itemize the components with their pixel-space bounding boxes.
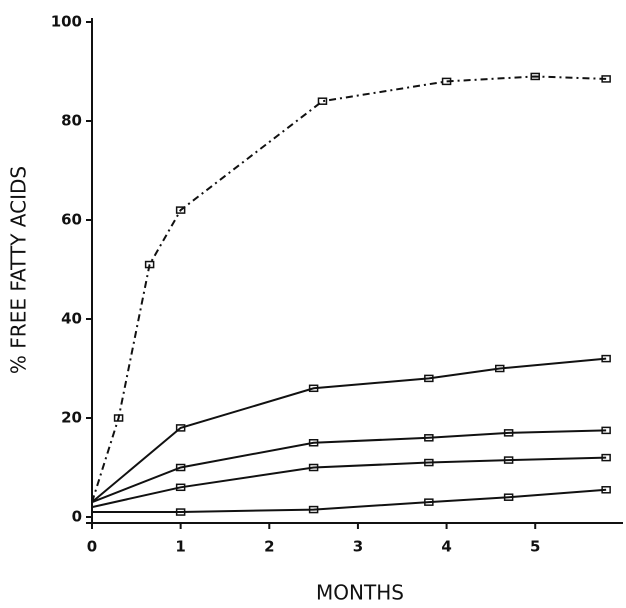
point-marker — [175, 463, 186, 472]
x-tick-label: 2 — [264, 538, 274, 556]
y-tick-label: 0 — [72, 508, 82, 526]
y-tick-label: 100 — [51, 13, 82, 31]
point-marker — [601, 486, 611, 494]
point-marker — [175, 424, 186, 432]
point-marker — [308, 384, 319, 393]
point-marker — [308, 439, 319, 447]
y-tick-label: 80 — [61, 112, 82, 130]
point-marker — [424, 434, 434, 442]
point-marker — [175, 206, 186, 214]
x-axis-title: MONTHS — [316, 581, 404, 605]
point-marker — [601, 426, 611, 435]
point-marker — [503, 493, 514, 501]
series-line — [92, 488, 607, 514]
x-tick-label: 1 — [175, 538, 185, 556]
series-line — [91, 429, 607, 504]
point-marker — [113, 414, 124, 422]
point-marker — [503, 429, 514, 437]
point-marker — [308, 463, 319, 472]
y-tick-label: 60 — [61, 211, 82, 229]
point-marker — [601, 453, 611, 462]
point-marker — [503, 456, 514, 464]
point-marker — [601, 354, 611, 363]
point-marker — [144, 260, 155, 269]
x-tick-label: 3 — [353, 538, 363, 556]
y-tick-label: 40 — [61, 310, 82, 328]
y-axis-title: % FREE FATTY ACIDS — [7, 166, 31, 374]
point-marker — [317, 97, 328, 105]
x-tick-label: 0 — [87, 538, 97, 556]
point-marker — [530, 72, 540, 81]
point-marker — [601, 75, 611, 83]
series-line — [91, 75, 607, 503]
series-line — [91, 456, 607, 509]
point-marker — [424, 498, 434, 506]
point-marker — [424, 458, 434, 467]
series-line — [91, 357, 607, 503]
point-marker — [175, 508, 186, 516]
point-marker — [441, 77, 452, 86]
point-marker — [424, 374, 434, 383]
x-tick-label: 4 — [441, 538, 451, 556]
x-tick-label: 5 — [530, 538, 540, 556]
point-marker — [308, 505, 319, 514]
point-marker — [175, 483, 186, 492]
point-marker — [495, 364, 505, 373]
y-tick-label: 20 — [61, 409, 82, 427]
